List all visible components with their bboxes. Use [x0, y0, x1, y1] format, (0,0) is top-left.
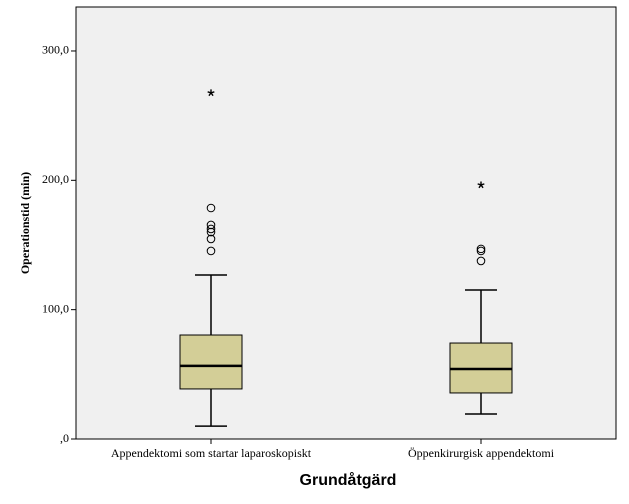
- x-axis-title: Grundåtgärd: [300, 471, 397, 489]
- x-tick-label: Appendektomi som startar laparoskopiskt: [111, 446, 312, 460]
- y-axis-title: Operationstid (min): [18, 172, 32, 274]
- box: [179, 334, 243, 390]
- y-tick-label: 200,0: [42, 172, 69, 186]
- outlier: [206, 246, 216, 256]
- extreme: [477, 181, 485, 189]
- y-tick-label: 300,0: [42, 43, 69, 57]
- outlier: [206, 224, 216, 234]
- outlier: [206, 220, 216, 230]
- outlier: [476, 246, 486, 256]
- outlier: [206, 234, 216, 244]
- outlier: [476, 256, 486, 266]
- x-tick-label: Öppenkirurgisk appendektomi: [408, 446, 555, 460]
- plot-area: [75, 6, 617, 440]
- extreme: [207, 89, 215, 97]
- y-tick-label: ,0: [60, 431, 69, 445]
- outlier: [206, 203, 216, 213]
- y-tick-label: 100,0: [42, 301, 69, 315]
- outlier: [476, 244, 486, 254]
